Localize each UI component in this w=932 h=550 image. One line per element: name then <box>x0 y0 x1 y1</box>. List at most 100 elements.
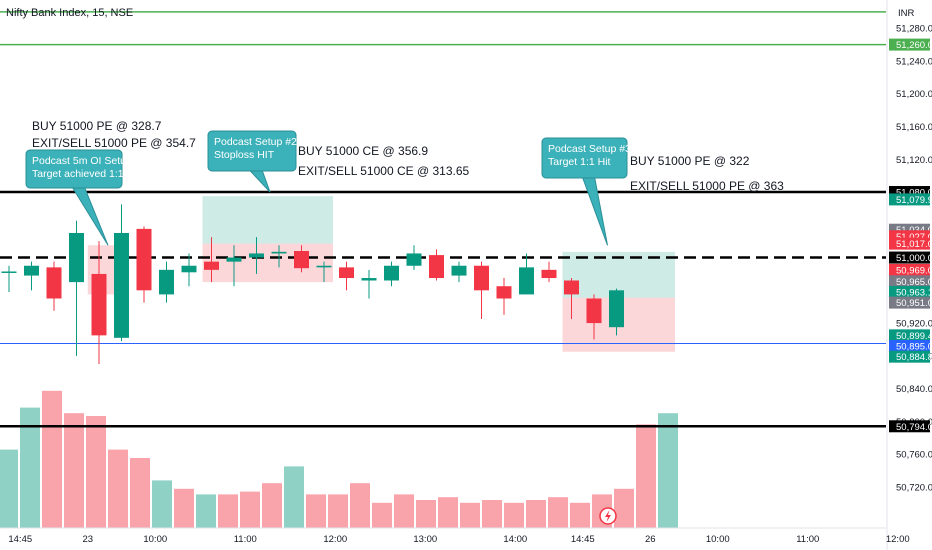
volume-bar <box>218 494 238 528</box>
candle-body <box>406 253 422 266</box>
callout-text: Stoploss HIT <box>214 149 275 161</box>
volume-bar <box>614 488 634 528</box>
volume-bar <box>372 502 392 528</box>
callout-pointer <box>249 170 271 193</box>
trade-annotation: BUY 51000 PE @ 322 <box>630 154 750 168</box>
candles <box>1 204 624 365</box>
candle-body <box>384 265 399 281</box>
trade-boxes <box>87 196 675 352</box>
horizontal-lines <box>0 11 886 428</box>
volume-bar <box>350 483 370 528</box>
candle-body <box>316 265 332 268</box>
price-label-bg <box>889 38 930 51</box>
volume-bar <box>262 483 282 528</box>
callout-text: Podcast Setup #2 <box>214 136 297 148</box>
price-label: 50,884.80 <box>896 352 932 363</box>
time-tick-label: 14:45 <box>571 534 595 545</box>
volume-bar <box>86 416 106 528</box>
volume-bar <box>570 502 590 528</box>
time-tick-label: 14:45 <box>8 534 32 545</box>
time-tick-label: 11:00 <box>796 534 819 545</box>
candle-body <box>159 269 174 295</box>
price-tick-label: 50,920.00 <box>896 319 932 330</box>
callout-pointer <box>582 177 608 246</box>
candle-body <box>451 265 467 276</box>
callout-box <box>541 137 628 179</box>
price-label-bg <box>889 420 930 433</box>
volume-bar <box>240 491 260 528</box>
time-tick-label: 12:00 <box>886 534 910 545</box>
time-tick-label: 23 <box>82 534 93 545</box>
candle-body <box>114 232 129 338</box>
volume-bar <box>174 488 194 528</box>
volume-bar <box>460 502 480 528</box>
candle-body <box>474 265 489 291</box>
volume-bar <box>20 407 40 528</box>
price-label: 50,899.40 <box>896 331 932 342</box>
candle-body <box>249 253 264 258</box>
volume-bar <box>394 494 414 528</box>
candle-body <box>519 267 534 295</box>
volume-bar <box>658 413 678 528</box>
price-label-bg <box>889 296 930 309</box>
candle-body <box>609 290 624 328</box>
candle-body <box>91 273 107 336</box>
volume-bar <box>328 494 348 528</box>
price-tick-label: 50,720.00 <box>896 482 932 493</box>
price-tick-label: 50,840.00 <box>896 384 932 395</box>
candle-body <box>361 278 377 281</box>
price-tick-label: 51,200.00 <box>896 89 932 100</box>
chart-title: Nifty Bank Index, 15, NSE <box>6 7 133 19</box>
price-label-bg <box>889 285 930 298</box>
candle-body <box>496 286 512 299</box>
price-label-bg <box>889 237 930 250</box>
price-label: 50,895.00 <box>896 342 932 353</box>
chart-header: Nifty Bank Index, 15, NSE INR <box>6 7 915 19</box>
candle-body <box>564 280 579 295</box>
time-tick-label: 10:00 <box>706 534 730 545</box>
time-tick-label: 11:00 <box>234 534 257 545</box>
price-label: 51,079.90 <box>896 195 932 206</box>
price-label-bg <box>889 275 930 288</box>
trade-annotations: BUY 51000 PE @ 328.7 EXIT/SELL 51000 PE @… <box>32 119 784 193</box>
callout-text: Target achieved 1:1 <box>32 168 124 180</box>
price-label-bg <box>889 350 930 363</box>
candle-body <box>181 265 197 273</box>
volume-bar <box>0 449 18 528</box>
candle-body <box>294 251 309 269</box>
candle-body <box>204 261 219 270</box>
price-tick-label: 51,280.00 <box>896 24 932 35</box>
candle-body <box>46 267 62 299</box>
price-label: 50,794.00 <box>896 422 932 433</box>
volume-bar <box>108 449 128 528</box>
volume-bar <box>130 458 150 528</box>
candle-body <box>271 251 287 254</box>
price-label: 51,080.00 <box>896 188 932 199</box>
volume-layer <box>0 390 678 528</box>
callout-box <box>25 149 123 189</box>
price-tick-label: 51,160.00 <box>896 122 932 133</box>
trade-annotation: BUY 51000 PE @ 328.7 <box>32 119 162 133</box>
lightning-icon[interactable] <box>599 507 617 525</box>
price-label: 50,969.00 <box>896 265 932 276</box>
candle-body <box>339 267 354 279</box>
price-label: 50,965.00 <box>896 277 932 288</box>
volume-bar <box>526 500 546 528</box>
candle-body <box>136 228 152 291</box>
volume-bar <box>284 466 304 528</box>
volume-bar <box>152 480 172 528</box>
candle-body <box>541 269 557 279</box>
price-label-bg <box>889 329 930 342</box>
stop-zone <box>202 243 333 283</box>
price-label: 51,017.00 <box>896 239 932 250</box>
currency-label: INR <box>898 8 915 19</box>
time-tick-label: 14:00 <box>503 534 527 545</box>
price-label-bg <box>889 251 930 264</box>
callout-text: Podcast 5m OI Setup <box>32 155 132 167</box>
price-label-bg <box>889 263 930 276</box>
volume-bar <box>504 502 524 528</box>
volume-bar <box>636 424 656 528</box>
